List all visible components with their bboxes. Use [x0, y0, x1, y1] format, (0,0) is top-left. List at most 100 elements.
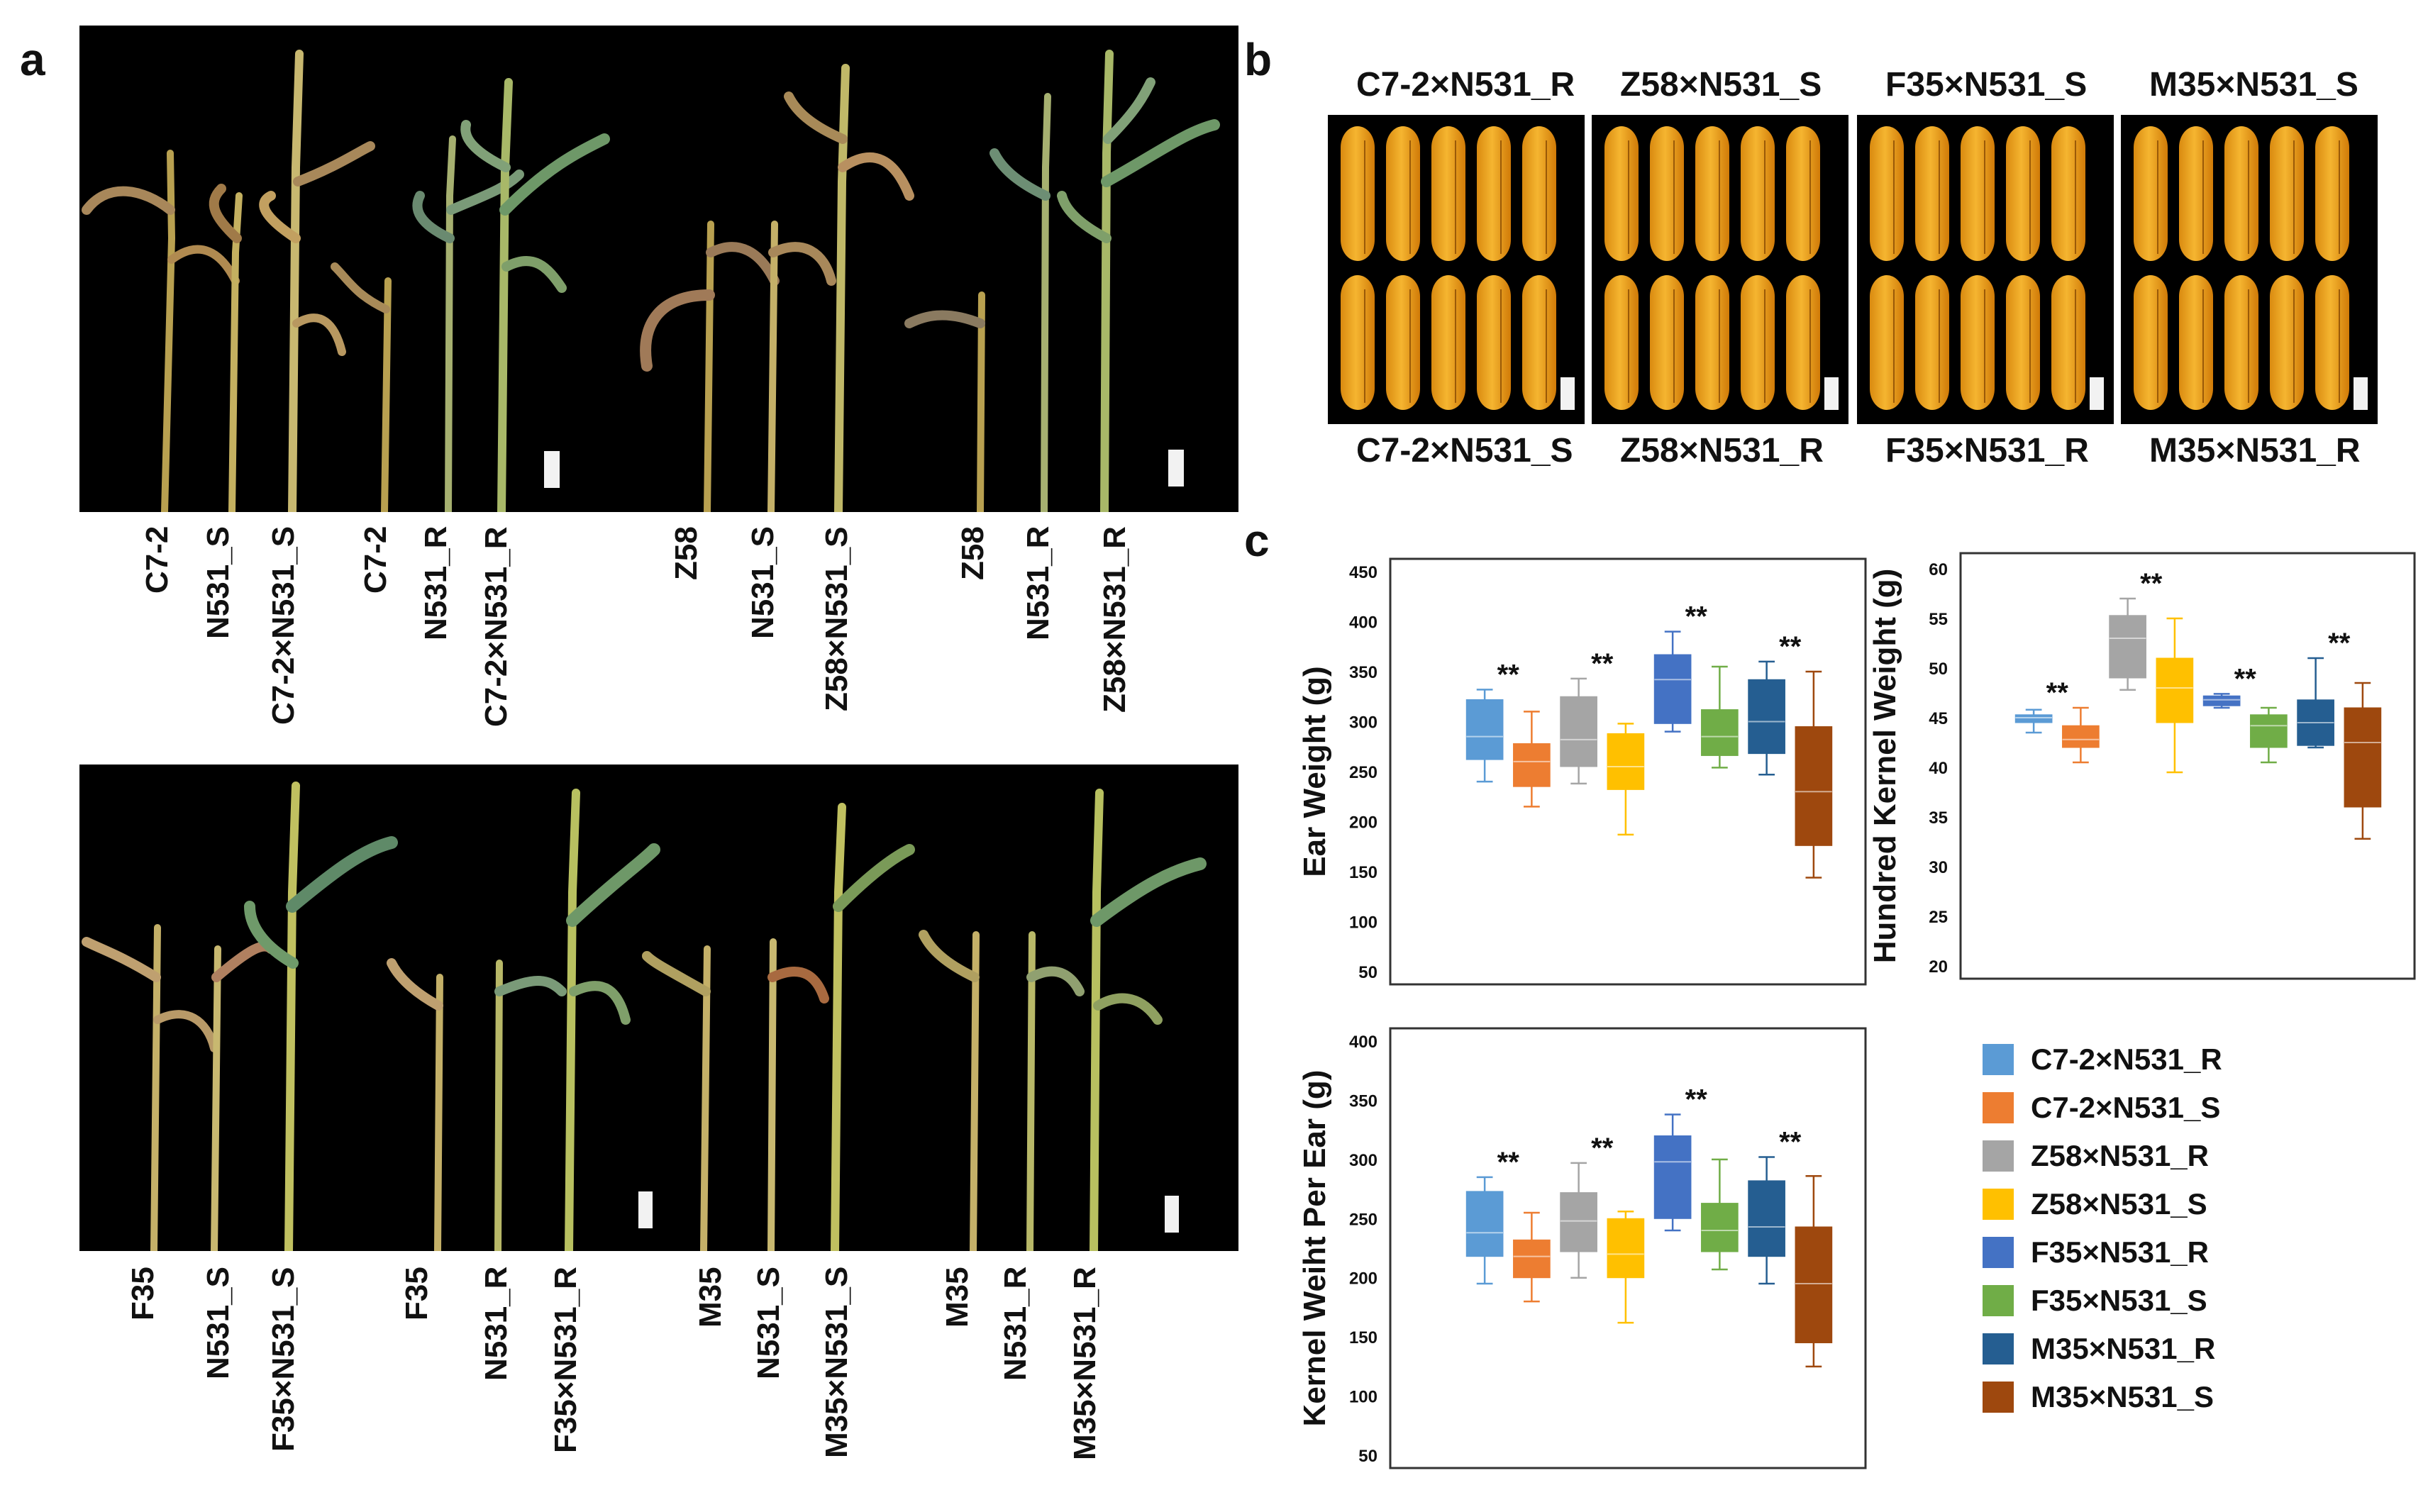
legend-swatch [1983, 1382, 2014, 1413]
genotype-label: M35 [940, 1267, 975, 1328]
scale-bar [2090, 377, 2104, 410]
y-tick-label: 300 [1349, 1151, 1377, 1170]
genotype-label: N531_S [751, 1266, 786, 1379]
ear-genotype-label-bottom: F35×N531_R [1885, 432, 2089, 469]
ear-genotype-label-bottom: C7-2×N531_S [1356, 432, 1573, 469]
box-body [1465, 1191, 1504, 1257]
genotype-label: M35 [693, 1267, 728, 1328]
legend-item: Z58×N531_S [1983, 1187, 2366, 1221]
legend-swatch [1983, 1092, 2014, 1123]
box-body [2344, 707, 2382, 808]
legend-swatch [1983, 1285, 2014, 1316]
box-Z58×N531_R [1560, 1162, 1597, 1279]
y-tick-label: 350 [1349, 1091, 1377, 1111]
significance-marker: ** [1685, 601, 1708, 633]
genotype-label: Z58 [669, 526, 704, 580]
significance-marker: ** [1779, 631, 1802, 662]
legend-swatch [1983, 1140, 2014, 1172]
y-tick-label: 400 [1349, 1033, 1377, 1052]
box-Z58×N531_S [1607, 723, 1645, 836]
y-tick-label: 40 [1929, 759, 1948, 778]
corn-ear-photo [1857, 115, 2114, 424]
legend-label: F35×N531_S [2031, 1284, 2207, 1317]
y-tick-label: 150 [1349, 1328, 1377, 1347]
y-axis-label: Ear Weight (g) [1297, 666, 1332, 877]
genotype-label: Z58×N531_S [819, 526, 854, 711]
legend-label: M35×N531_S [2031, 1380, 2214, 1413]
genotype-label: M35×N531_R [1068, 1267, 1102, 1460]
y-tick-label: 400 [1349, 613, 1377, 633]
legend-item: M35×N531_S [1983, 1380, 2366, 1413]
box-M35×N531_S [2344, 682, 2382, 840]
scale-bar [1165, 1196, 1179, 1233]
box-body [2062, 725, 2100, 748]
box-Z58×N531_R [1560, 677, 1597, 785]
chart-frame [1959, 552, 2416, 980]
scale-bar [1824, 377, 1839, 410]
box-body [2250, 714, 2288, 748]
significance-marker: ** [1591, 648, 1614, 679]
box-F35×N531_R [2202, 693, 2241, 709]
box-M35×N531_S [1795, 1174, 1833, 1368]
genotype-label: F35×N531_R [548, 1267, 583, 1453]
corn-ear-photo [2121, 115, 2378, 424]
y-tick-label: 100 [1349, 913, 1377, 933]
box-C7-2×N531_S [2062, 706, 2100, 764]
box-M35×N531_S [1795, 670, 1833, 879]
y-tick-label: 100 [1349, 1388, 1377, 1407]
plant-photo-top [79, 26, 1238, 512]
genotype-label: Z58×N531_R [1097, 526, 1132, 713]
box-body [1607, 733, 1645, 790]
box-body [1653, 654, 1692, 724]
y-axis-label: Hundred Kernel Weight (g) [1868, 569, 1902, 964]
y-tick-label: 55 [1929, 610, 1948, 629]
box-body [1653, 1135, 1692, 1219]
y-tick-label: 200 [1349, 813, 1377, 833]
box-body [1560, 696, 1597, 767]
box-F35×N531_S [1701, 1158, 1739, 1271]
y-tick-label: 50 [1929, 660, 1948, 679]
box-body [1560, 1192, 1597, 1252]
box-Z58×N531_S [2156, 617, 2194, 774]
y-tick-label: 45 [1929, 709, 1948, 728]
kernel-weight-per-ear-chart: 50 100 150 200 250 300 350 400 Kernel Weiht Per … [1297, 1027, 1867, 1469]
box-body [1513, 1239, 1551, 1279]
significance-marker: ** [1779, 1127, 1802, 1158]
legend-swatch [1983, 1044, 2014, 1075]
box-C7-2×N531_S [1513, 711, 1551, 808]
significance-marker: ** [1497, 1147, 1520, 1178]
box-body [1748, 679, 1785, 755]
legend-item: Z58×N531_R [1983, 1139, 2366, 1172]
box-body [1795, 1226, 1833, 1343]
ear-genotype-label-top: M35×N531_S [2149, 66, 2358, 104]
y-tick-label: 250 [1349, 1210, 1377, 1229]
legend-label: Z58×N531_S [2031, 1187, 2207, 1221]
box-F35×N531_S [1701, 665, 1739, 769]
y-tick-label: 150 [1349, 863, 1377, 882]
legend-item: F35×N531_S [1983, 1284, 2366, 1317]
box-M35×N531_R [2297, 657, 2334, 749]
significance-marker: ** [2234, 663, 2257, 694]
box-C7-2×N531_R [2014, 708, 2053, 734]
box-body [1607, 1218, 1645, 1279]
genotype-label: N531_R [418, 526, 453, 640]
genotype-label: N531_S [745, 526, 780, 639]
box-body [1701, 1203, 1739, 1252]
y-tick-label: 250 [1349, 763, 1377, 782]
box-body [2202, 695, 2241, 706]
genotype-label: F35 [399, 1267, 434, 1321]
box-F35×N531_R [1653, 1113, 1692, 1232]
genotype-label: C7-2×N531_S [266, 526, 301, 725]
scale-bar [2354, 377, 2368, 410]
significance-marker: ** [2046, 677, 2069, 708]
genotype-label: N531_R [479, 1266, 514, 1381]
box-body [1465, 699, 1504, 760]
scale-bar [544, 451, 560, 488]
legend-label: F35×N531_R [2031, 1235, 2209, 1269]
y-tick-label: 50 [1358, 963, 1377, 982]
legend-label: C7-2×N531_S [2031, 1091, 2221, 1124]
box-body [2014, 714, 2053, 723]
panel-letter-a: a [20, 34, 45, 85]
legend-swatch [1983, 1333, 2014, 1364]
y-tick-label: 350 [1349, 663, 1377, 682]
